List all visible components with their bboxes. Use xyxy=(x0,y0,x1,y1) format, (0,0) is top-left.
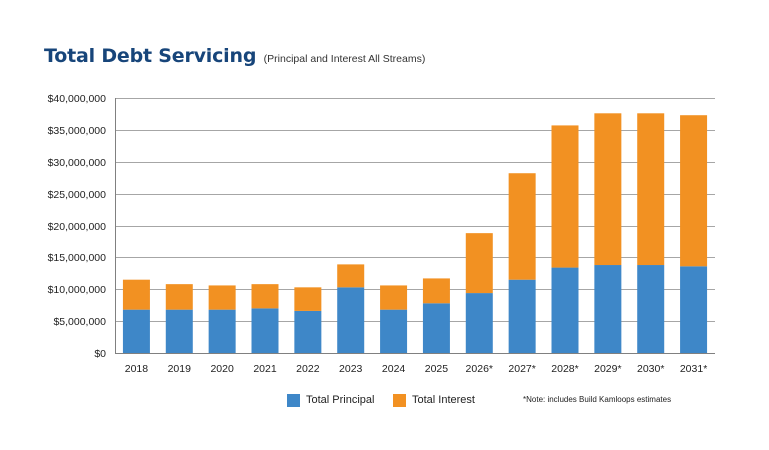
bar-interest xyxy=(594,113,622,266)
x-tick-label: 2029* xyxy=(594,363,621,375)
bar-interest xyxy=(422,278,450,304)
y-tick-label: $20,000,000 xyxy=(48,221,107,233)
legend-item-interest: Total Interest xyxy=(393,392,475,408)
bar-interest xyxy=(294,287,322,311)
bar-principal xyxy=(294,310,322,353)
x-tick-label: 2020 xyxy=(210,363,234,375)
bar-principal xyxy=(380,309,408,353)
bar-principal xyxy=(551,267,579,353)
y-tick-label: $0 xyxy=(94,348,106,360)
bar-interest xyxy=(465,233,493,294)
legend-swatch-interest xyxy=(393,393,406,407)
gridlines xyxy=(115,98,715,322)
bar-principal xyxy=(465,293,493,353)
bar-interest xyxy=(680,115,708,267)
bar-interest xyxy=(551,125,579,268)
legend-label-interest: Total Interest xyxy=(412,394,475,406)
bar-interest xyxy=(508,173,536,280)
x-tick-label: 2026* xyxy=(466,363,493,375)
bar-principal xyxy=(508,279,536,353)
bar-principal xyxy=(251,308,279,353)
x-tick-label: 2031* xyxy=(680,363,707,375)
y-tick-label: $40,000,000 xyxy=(48,93,107,105)
bar-interest xyxy=(337,264,365,288)
bar-principal xyxy=(122,309,150,353)
x-tick-label: 2030* xyxy=(637,363,664,375)
bar-interest xyxy=(380,285,408,310)
y-tick-label: $5,000,000 xyxy=(53,316,106,328)
bar-principal xyxy=(165,309,193,353)
bar-interest xyxy=(251,284,279,309)
bar-interest xyxy=(208,285,236,310)
bars xyxy=(122,113,708,353)
bar-principal xyxy=(208,309,236,353)
bar-principal xyxy=(680,266,708,353)
x-tick-label: 2028* xyxy=(551,363,578,375)
x-tick-label: 2027* xyxy=(508,363,535,375)
bar-principal xyxy=(337,287,365,353)
axes: $0 $5,000,000 $10,000,000 $15,000,000 $20,00… xyxy=(48,93,715,375)
x-tick-label: 2022 xyxy=(296,363,320,375)
x-tick-label: 2021 xyxy=(253,363,277,375)
legend-label-principal: Total Principal xyxy=(306,394,375,406)
y-tick-label: $35,000,000 xyxy=(48,125,107,137)
x-tick-label: 2018 xyxy=(125,363,149,375)
legend-swatch-principal xyxy=(287,393,300,407)
bar-interest xyxy=(122,279,150,310)
chart-footnote: *Note: includes Build Kamloops estimates xyxy=(523,395,672,404)
legend-item-principal: Total Principal xyxy=(287,392,374,408)
chart-title: Total Debt Servicing xyxy=(44,45,257,67)
bar-principal xyxy=(637,265,665,353)
chart-title-row: Total Debt Servicing (Principal and Inte… xyxy=(44,45,425,67)
y-tick-label: $10,000,000 xyxy=(48,284,107,296)
bar-principal xyxy=(422,303,450,353)
y-tick-label: $30,000,000 xyxy=(48,157,107,169)
bar-interest xyxy=(637,113,665,266)
x-tick-label: 2025 xyxy=(425,363,449,375)
x-tick-label: 2019 xyxy=(168,363,192,375)
bar-principal xyxy=(594,265,622,353)
bar-interest xyxy=(165,284,193,310)
chart-subtitle: (Principal and Interest All Streams) xyxy=(263,53,426,65)
x-tick-label: 2023 xyxy=(339,363,363,375)
y-tick-label: $25,000,000 xyxy=(48,189,107,201)
y-tick-label: $15,000,000 xyxy=(48,252,107,264)
x-tick-label: 2024 xyxy=(382,363,406,375)
